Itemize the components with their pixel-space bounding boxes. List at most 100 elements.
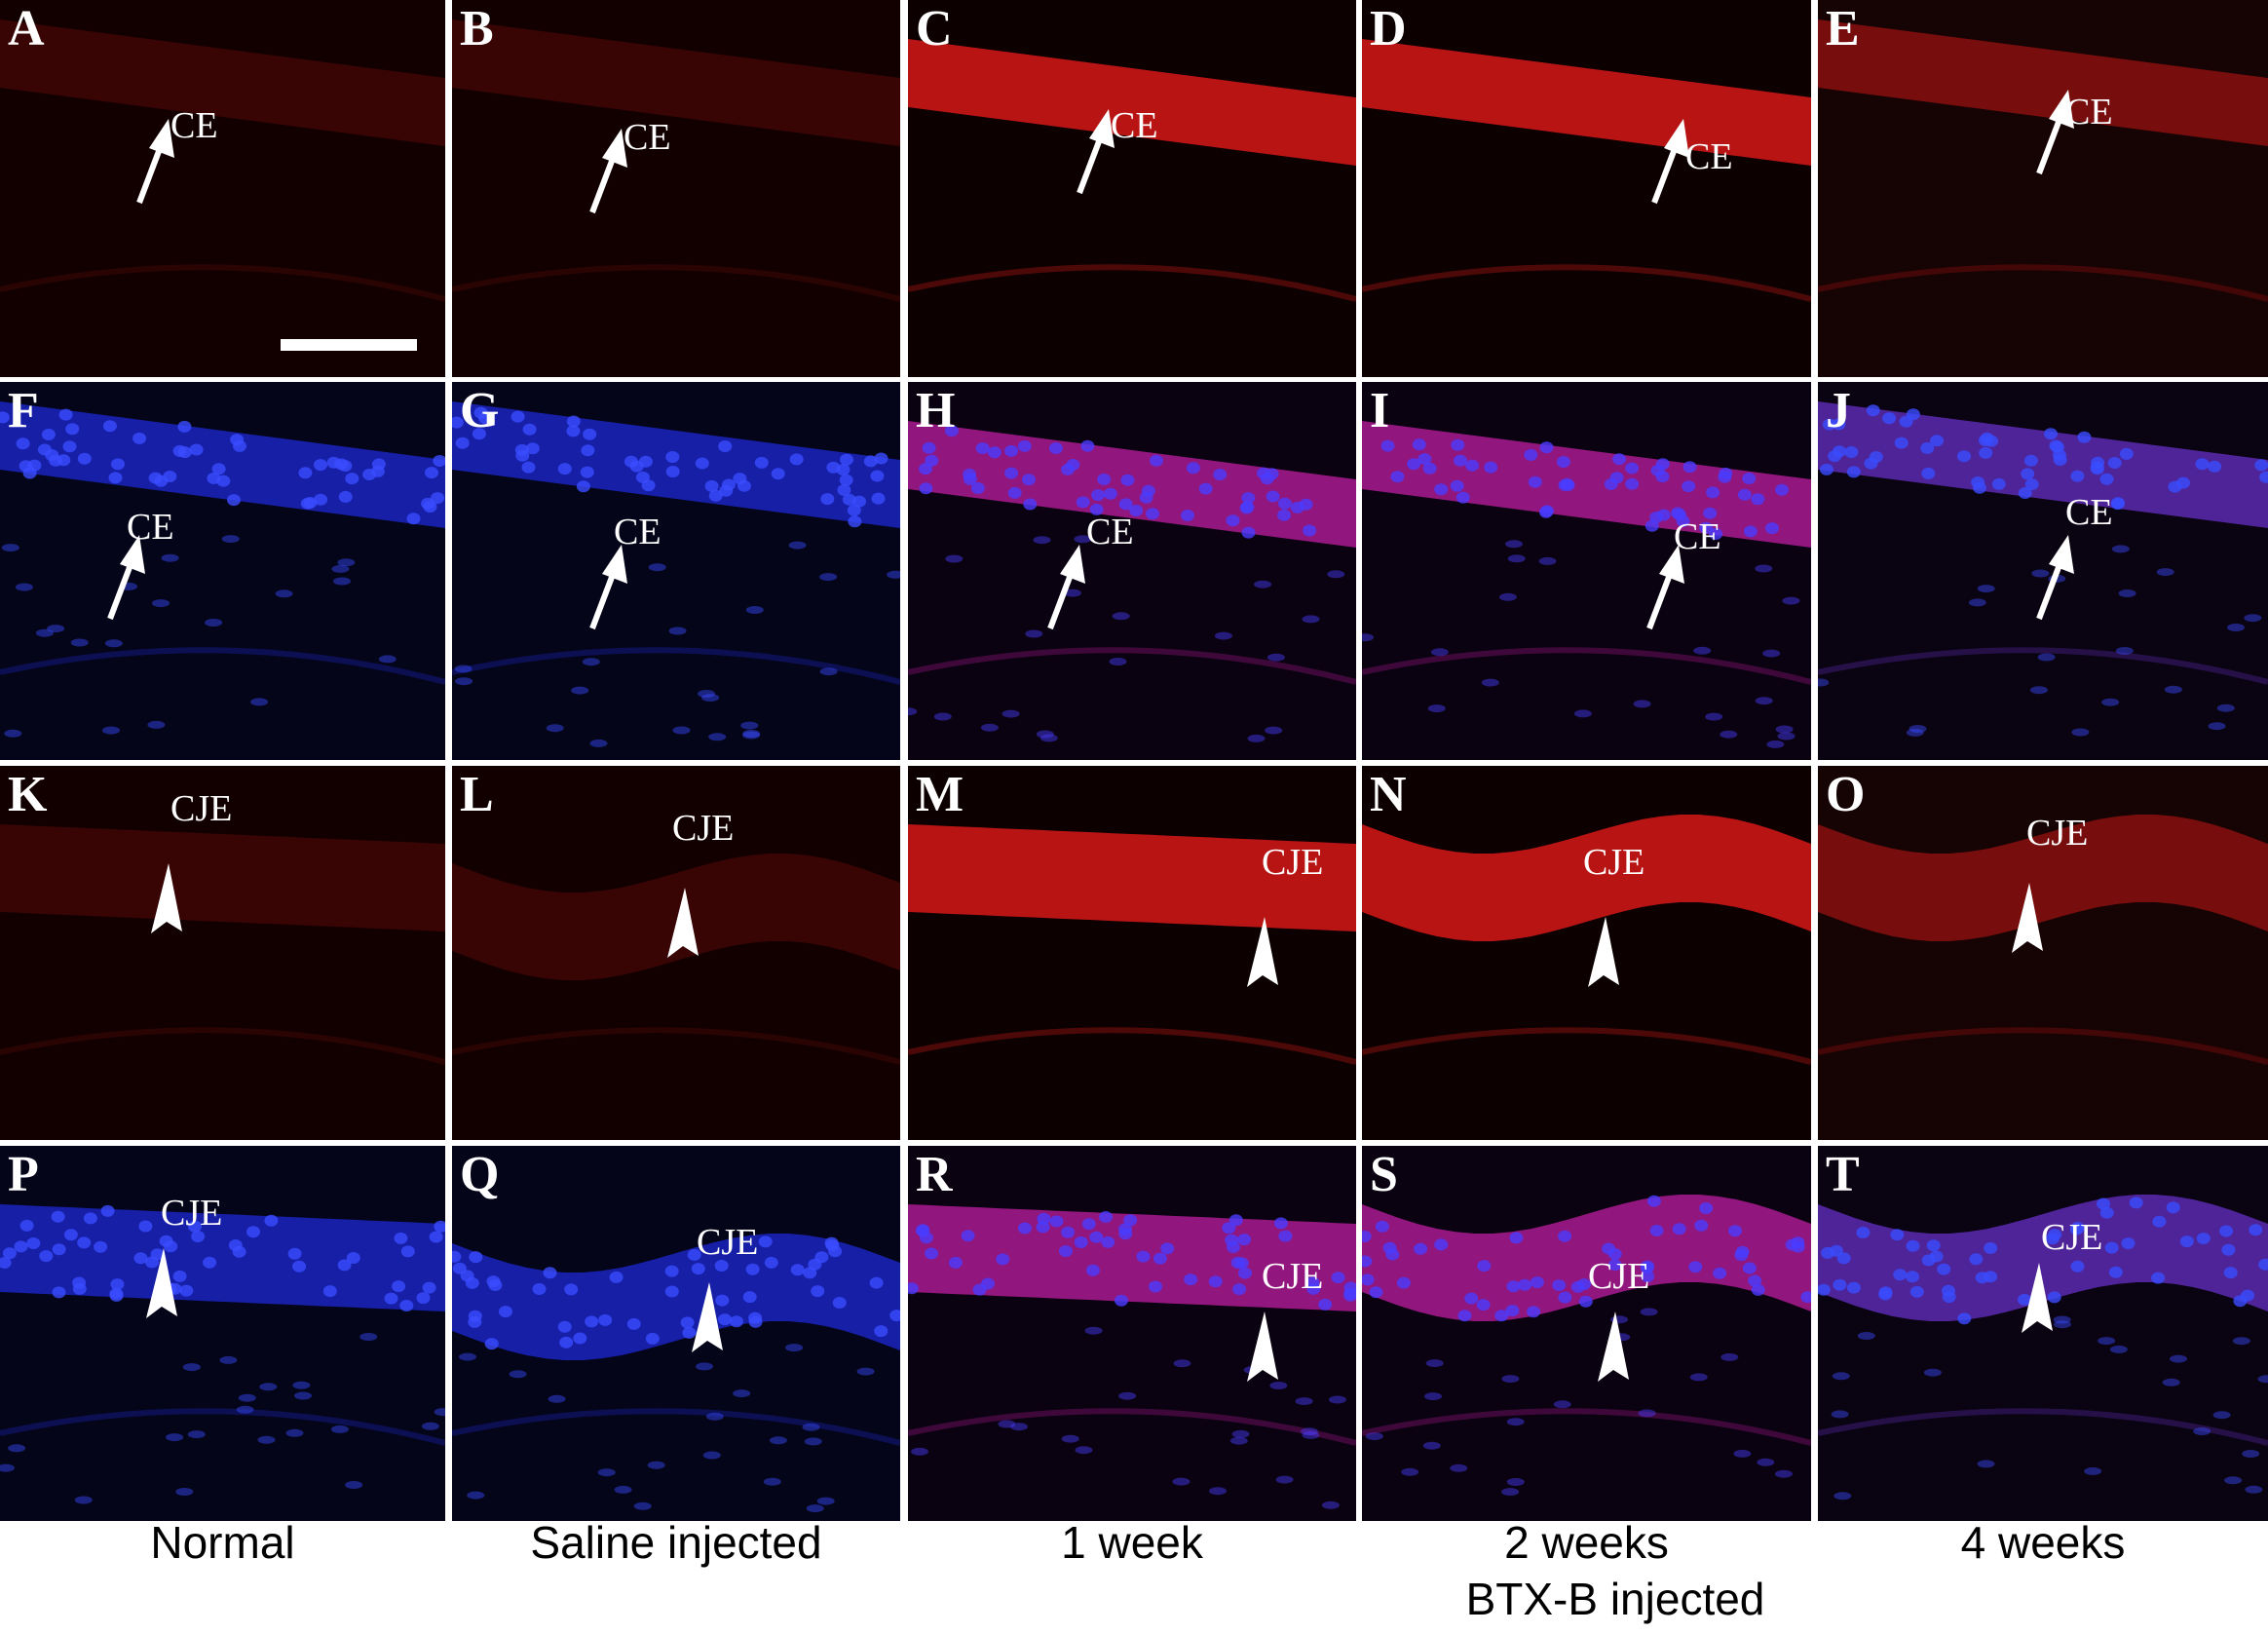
tissue-image xyxy=(908,1146,1356,1521)
panel-f: F CE xyxy=(0,382,445,760)
panel-letter: G xyxy=(460,383,500,438)
panel-letter: S xyxy=(1370,1147,1398,1202)
arrowhead-icon xyxy=(146,1248,177,1318)
marker-label: CE xyxy=(2065,492,2113,533)
panel-k: K CJE xyxy=(0,766,445,1140)
arrow-icon xyxy=(1047,545,1085,630)
tissue-image xyxy=(1818,766,2268,1140)
marker-label: CE xyxy=(1111,105,1158,146)
arrow-icon xyxy=(2036,535,2074,621)
epithelium-band xyxy=(1362,39,1811,166)
panel-letter: L xyxy=(460,767,494,822)
epithelium-band xyxy=(452,401,900,528)
marker-label: CJE xyxy=(697,1222,759,1263)
arrowhead-icon xyxy=(1247,1311,1278,1382)
panel-s: S CJE xyxy=(1362,1146,1811,1521)
panel-letter: M xyxy=(916,767,964,822)
panel-letter: A xyxy=(8,1,45,57)
marker-label: CE xyxy=(624,117,671,158)
marker-label: CJE xyxy=(2041,1217,2103,1258)
marker-label: CJE xyxy=(1583,842,1645,883)
panel-letter: C xyxy=(916,1,953,57)
panel-q: Q CJE xyxy=(452,1146,900,1521)
epithelium-band xyxy=(908,39,1356,166)
marker-label: CJE xyxy=(1262,1256,1324,1297)
arrow-icon xyxy=(1651,119,1689,205)
panel-m: M CJE xyxy=(908,766,1356,1140)
tissue-image xyxy=(1362,0,1811,377)
epithelium-band xyxy=(452,854,900,980)
panel-letter: N xyxy=(1370,767,1407,822)
tissue-image xyxy=(0,1146,445,1521)
marker-label: CJE xyxy=(2026,813,2089,854)
epithelium-band xyxy=(1818,401,2268,528)
panel-letter: P xyxy=(8,1147,39,1202)
arrow-icon xyxy=(1077,109,1115,195)
tissue-image xyxy=(1362,1146,1811,1521)
panel-letter: B xyxy=(460,1,494,57)
epithelium-band xyxy=(1362,421,1811,548)
tissue-image xyxy=(1818,382,2268,760)
epithelium-band xyxy=(0,19,445,146)
epithelium-band xyxy=(908,824,1356,931)
panel-d: D CE xyxy=(1362,0,1811,377)
epithelium-band xyxy=(1818,19,2268,146)
panel-letter: O xyxy=(1826,767,1866,822)
marker-label: CE xyxy=(1685,136,1733,177)
panel-h: H CE xyxy=(908,382,1356,760)
marker-label: CJE xyxy=(1588,1256,1650,1297)
arrow-icon xyxy=(2036,90,2074,175)
epithelium-band xyxy=(1362,815,1811,941)
panel-letter: F xyxy=(8,383,39,438)
column-label: 1 week xyxy=(1061,1517,1203,1568)
arrowhead-icon xyxy=(1588,917,1619,987)
panel-letter: Q xyxy=(460,1147,500,1202)
tissue-image xyxy=(0,382,445,760)
tissue-image xyxy=(908,0,1356,377)
arrowhead-icon xyxy=(1598,1311,1629,1382)
marker-label: CE xyxy=(1674,516,1721,557)
panel-letter: I xyxy=(1370,383,1390,438)
marker-label: CE xyxy=(1086,512,1134,552)
panel-letter: K xyxy=(8,767,48,822)
panel-l: L CJE xyxy=(452,766,900,1140)
panel-a: A CE xyxy=(0,0,445,377)
panel-letter: H xyxy=(916,383,956,438)
tissue-image xyxy=(1362,766,1811,1140)
arrow-icon xyxy=(107,535,145,621)
column-label: Normal xyxy=(150,1517,295,1568)
marker-label: CJE xyxy=(161,1193,223,1234)
panel-g: G CE xyxy=(452,382,900,760)
arrowhead-icon xyxy=(667,888,699,958)
tissue-image xyxy=(908,766,1356,1140)
panel-p: P CJE xyxy=(0,1146,445,1521)
panel-b: B CE xyxy=(452,0,900,377)
tissue-image xyxy=(1818,0,2268,377)
column-label: 2 weeks xyxy=(1504,1517,1669,1568)
marker-label: CE xyxy=(170,105,218,146)
panel-letter: J xyxy=(1826,383,1851,438)
marker-label: CE xyxy=(2065,92,2113,133)
panel-n: N CJE xyxy=(1362,766,1811,1140)
panel-t: T CJE xyxy=(1818,1146,2268,1521)
scale-bar xyxy=(281,339,417,351)
marker-label: CJE xyxy=(672,808,735,849)
tissue-image xyxy=(1818,1146,2268,1521)
epithelium-band xyxy=(452,19,900,146)
tissue-image xyxy=(0,766,445,1140)
arrow-icon xyxy=(589,129,627,214)
panel-r: R CJE xyxy=(908,1146,1356,1521)
panel-c: C CE xyxy=(908,0,1356,377)
marker-label: CJE xyxy=(170,788,233,829)
tissue-image xyxy=(908,382,1356,760)
tissue-image xyxy=(452,766,900,1140)
arrowhead-icon xyxy=(692,1282,723,1352)
epithelium-band xyxy=(1818,815,2268,941)
panel-letter: T xyxy=(1826,1147,1860,1202)
column-label: Saline injected xyxy=(530,1517,822,1568)
marker-label: CJE xyxy=(1262,842,1324,883)
arrow-icon xyxy=(1646,545,1684,630)
marker-label: CE xyxy=(127,507,174,548)
tissue-image xyxy=(452,382,900,760)
